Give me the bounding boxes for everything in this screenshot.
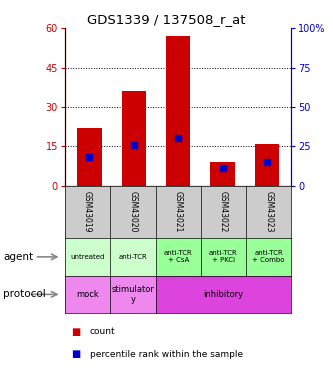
Bar	[122, 91, 146, 186]
Bar	[166, 36, 190, 186]
Text: mock: mock	[76, 290, 99, 299]
Text: ■: ■	[72, 350, 81, 359]
Text: GSM43020: GSM43020	[128, 191, 138, 232]
Text: protocol: protocol	[3, 290, 46, 299]
Text: anti-TCR
+ CsA: anti-TCR + CsA	[164, 251, 192, 263]
Text: count: count	[90, 327, 116, 336]
Text: agent: agent	[3, 252, 33, 262]
Text: GDS1339 / 137508_r_at: GDS1339 / 137508_r_at	[87, 13, 246, 26]
Text: GSM43019: GSM43019	[83, 191, 92, 232]
Text: anti-TCR
+ PKCi: anti-TCR + PKCi	[209, 251, 238, 263]
Text: stimulator
y: stimulator y	[112, 285, 154, 304]
Text: anti-TCR: anti-TCR	[119, 254, 147, 260]
Text: untreated: untreated	[70, 254, 105, 260]
Text: GSM43023: GSM43023	[264, 191, 273, 232]
Bar	[77, 128, 102, 186]
Text: ■: ■	[72, 327, 81, 337]
Text: GSM43022: GSM43022	[219, 191, 228, 232]
Bar	[210, 162, 235, 186]
Text: anti-TCR
+ Combo: anti-TCR + Combo	[252, 251, 285, 263]
Text: inhibitory: inhibitory	[203, 290, 243, 299]
Text: GSM43021: GSM43021	[173, 191, 183, 232]
Bar	[255, 144, 279, 186]
Text: percentile rank within the sample: percentile rank within the sample	[90, 350, 243, 359]
